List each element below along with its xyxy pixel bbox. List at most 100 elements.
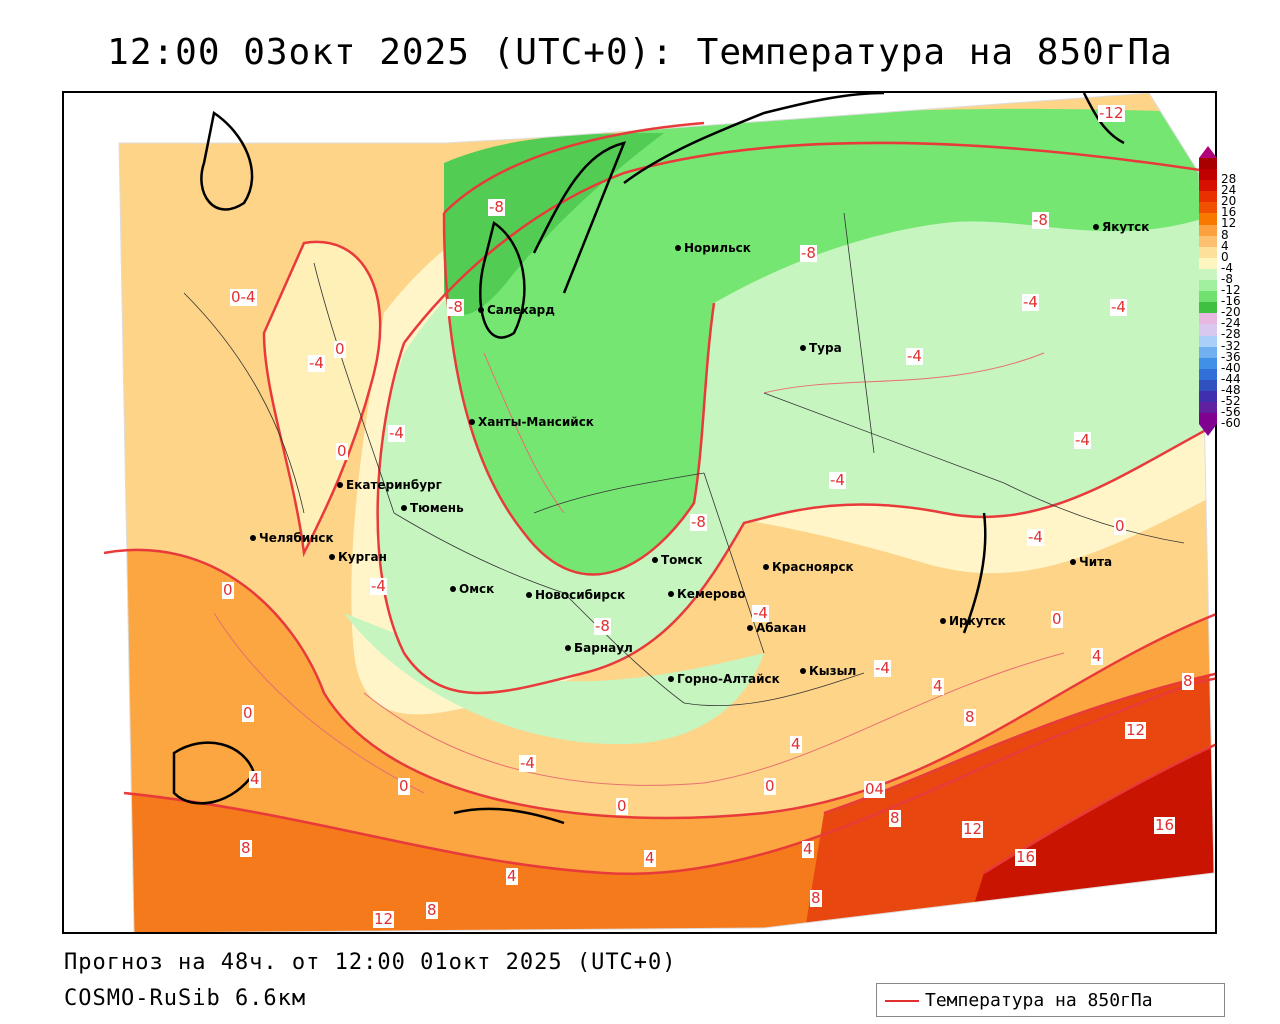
contour-label: 4	[644, 849, 656, 867]
city-tura: Тура	[800, 341, 842, 355]
city-kyzyl: Кызыл	[799, 664, 857, 678]
contour-label: 8	[240, 839, 252, 857]
color-scale-segment	[1199, 268, 1217, 281]
color-scale-tick-label: 8	[1221, 227, 1229, 242]
color-scale-tick-label: -24	[1221, 316, 1241, 331]
contour-label: -8	[800, 244, 817, 262]
city-khanty-mansiysk: Ханты-Мансийск	[469, 415, 594, 429]
color-scale-segment	[1199, 324, 1217, 336]
color-scale-segment	[1199, 224, 1217, 236]
city-barnaul: Барнаул	[565, 641, 633, 655]
city-yekaterinburg: Екатеринбург	[337, 478, 442, 492]
contour-label: 0	[1051, 610, 1063, 628]
city-tyumen: Тюмень	[401, 501, 464, 515]
color-scale-tick-label: 16	[1221, 205, 1237, 220]
color-scale-tick-label: -16	[1221, 294, 1241, 309]
contour-label: 4	[932, 677, 944, 695]
legend: Температура на 850гПа	[876, 983, 1225, 1017]
contour-label: 4	[506, 867, 518, 885]
color-scale-tick-label: -28	[1221, 327, 1241, 342]
color-scale-tick-label: 24	[1221, 183, 1237, 198]
color-scale-segment	[1199, 257, 1217, 269]
contour-label: -4	[752, 604, 769, 622]
color-scale-tick-label: -8	[1221, 271, 1233, 286]
color-scale-tick-label: -32	[1221, 338, 1241, 353]
contour-label: 4	[790, 735, 802, 753]
color-scale-segment	[1199, 390, 1217, 403]
contour-label: 8	[810, 889, 822, 907]
contour-label: -8	[690, 513, 707, 531]
contour-label: -4	[370, 577, 387, 595]
city-krasnoyarsk: Красноярск	[763, 560, 854, 574]
color-scale-segment	[1199, 158, 1217, 170]
contour-label: 0	[334, 340, 346, 358]
forecast-info: Прогноз на 48ч. от 12:00 01окт 2025 (UTC…	[64, 950, 677, 975]
map-title: 12:00 03окт 2025 (UTC+0): Температура на…	[107, 32, 1173, 73]
contour-label: -4	[388, 424, 405, 442]
color-scale-segment	[1199, 291, 1217, 303]
contour-label: 0	[222, 581, 234, 599]
scale-top-arrow	[1199, 146, 1217, 158]
contour-label: 0	[1114, 517, 1126, 535]
color-scale-segment	[1199, 302, 1217, 314]
city-abakan: Абакан	[746, 621, 807, 635]
contour-label: -8	[1032, 211, 1049, 229]
color-scale-segment	[1199, 235, 1217, 247]
contour-label: 8	[889, 809, 901, 827]
scale-bottom-arrow	[1199, 424, 1217, 436]
color-scale-tick-label: -36	[1221, 349, 1241, 364]
city-omsk: Омск	[449, 582, 495, 596]
city-kemerovo: Кемерово	[668, 587, 746, 601]
contour-label: 8	[426, 901, 438, 919]
contour-label: -12	[1098, 104, 1125, 122]
contour-label: 16	[1015, 848, 1037, 866]
contour-label: 16	[1154, 816, 1176, 834]
city-norilsk: Норильск	[675, 241, 751, 255]
city-tomsk: Томск	[652, 553, 703, 567]
city-novosibirsk: Новосибирск	[525, 588, 626, 602]
color-scale-tick-label: 20	[1221, 194, 1237, 209]
color-scale-tick-label: 28	[1221, 172, 1237, 186]
color-scale-segment	[1199, 346, 1217, 358]
contour-label: 12	[373, 910, 395, 928]
contour-label: 8	[964, 708, 976, 726]
color-scale-tick-label: -12	[1221, 283, 1241, 297]
color-scale-segment	[1199, 280, 1217, 292]
city-yakutsk: Якутск	[1092, 220, 1150, 234]
color-scale-tick-label: -4	[1221, 260, 1233, 275]
model-name: COSMO-RuSib 6.6км	[64, 986, 307, 1011]
contour-label: -4	[1074, 431, 1091, 449]
color-scale-segment	[1199, 335, 1217, 347]
city-salekhard: Салехард	[478, 303, 555, 317]
color-scale-tick-label: 12	[1221, 216, 1237, 231]
city-chelyabinsk: Челябинск	[250, 531, 334, 545]
color-scale-segment	[1199, 368, 1217, 380]
contour-label: 04	[864, 780, 886, 798]
contour-label: 8	[1182, 672, 1194, 690]
color-scale-tick-label: 4	[1221, 238, 1229, 253]
color-scale-segment	[1199, 246, 1217, 258]
contour-label: 0	[242, 704, 254, 722]
color-scale-segment	[1199, 402, 1217, 414]
map-area[interactable]: Норильск Якутск Салехард Тура Ханты-Манс…	[62, 91, 1217, 934]
contour-label: 4	[802, 840, 814, 858]
contour-label: 0	[764, 777, 776, 795]
contour-label: -4	[906, 347, 923, 365]
color-scale-tick-label: -48	[1221, 382, 1241, 397]
color-scale-segment	[1199, 191, 1217, 203]
temperature-field	[103, 93, 1215, 932]
legend-label: Температура на 850гПа	[925, 990, 1153, 1011]
color-scale-segment	[1199, 413, 1217, 425]
color-scale: 28 24 20 16 12 8 4 0 -4 -8 -12 -16 -20 -24 -28 -32 -36 -4…	[1199, 146, 1241, 436]
color-scale-tick-label: -60	[1221, 416, 1241, 431]
city-gorno-altaysk: Горно-Алтайск	[668, 672, 780, 686]
color-scale-tick-label: 0	[1221, 249, 1229, 264]
city-kurgan: Курган	[329, 550, 387, 564]
contour-label: 12	[1125, 721, 1147, 739]
contour-label: -8	[447, 298, 464, 316]
color-scale-segment	[1199, 213, 1217, 225]
city-chita: Чита	[1069, 555, 1113, 569]
contour-label: -8	[594, 617, 611, 635]
color-scale-segments	[1199, 158, 1217, 425]
color-scale-segment	[1199, 202, 1217, 214]
